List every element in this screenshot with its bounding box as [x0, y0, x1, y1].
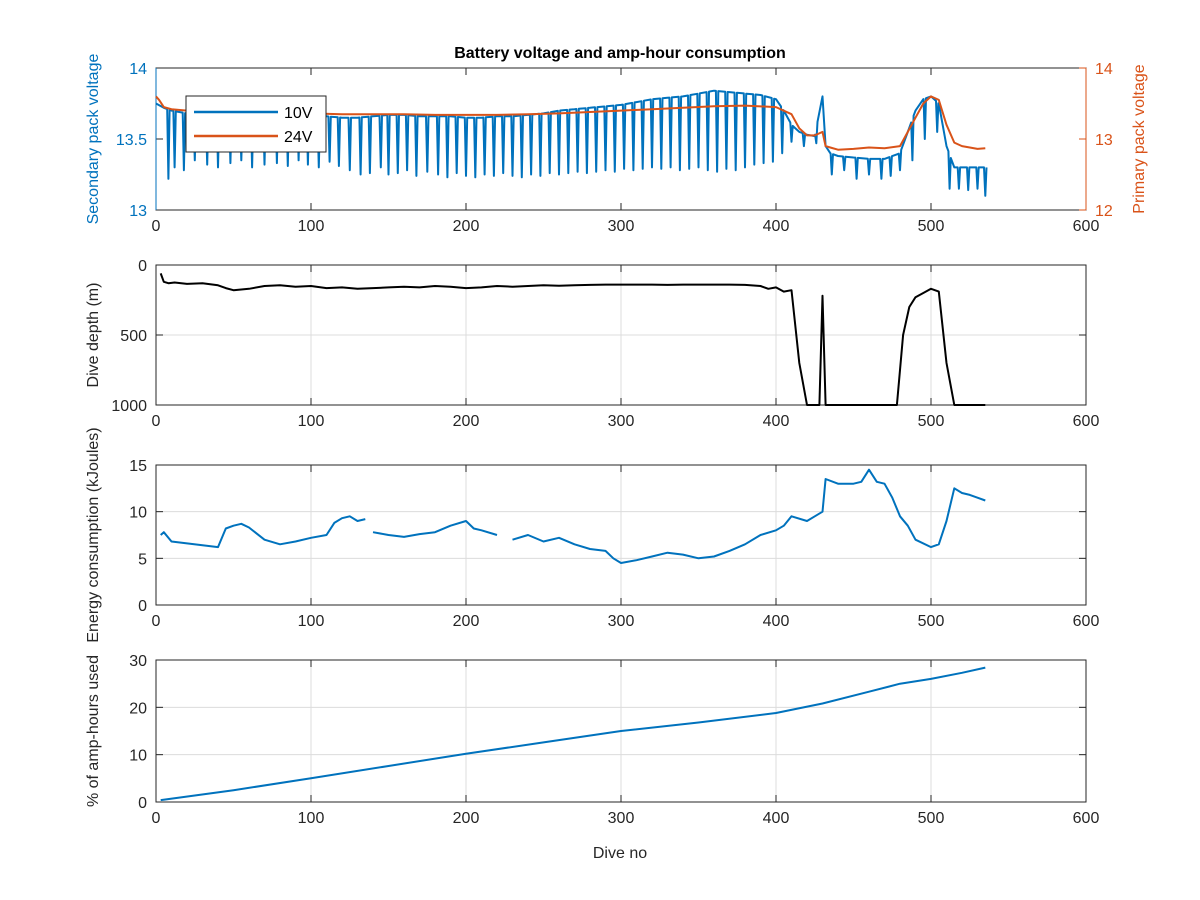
y-tick-label-4-2: 20	[129, 700, 147, 717]
y-axis-label-3: Energy consumption (kJoules)	[85, 427, 102, 642]
x-tick-label-1-4: 400	[763, 218, 790, 235]
x-tick-label-4-1: 100	[298, 810, 325, 827]
series-line-2-1	[159, 273, 986, 406]
legend-label-10V: 10V	[284, 105, 313, 122]
x-axis-label: Dive no	[593, 845, 647, 862]
x-tick-label-3-3: 300	[608, 613, 635, 630]
y-tick-label-3-2: 10	[129, 505, 147, 522]
x-tick-label-1-0: 0	[152, 218, 161, 235]
x-tick-label-2-2: 200	[453, 413, 480, 430]
x-tick-label-2-0: 0	[152, 413, 161, 430]
x-tick-label-1-1: 100	[298, 218, 325, 235]
x-tick-label-4-5: 500	[918, 810, 945, 827]
x-tick-label-2-6: 600	[1073, 413, 1100, 430]
y-axis-label-1: Secondary pack voltage	[85, 54, 102, 225]
subplot-4: 0 100 200 300 400 500 600 0 10 20 30 % of amp-hours…	[85, 653, 1099, 827]
series-line-3-1	[160, 468, 986, 564]
y-tick-label-4-1: 10	[129, 748, 147, 765]
x-tick-label-3-0: 0	[152, 613, 161, 630]
x-tick-label-4-0: 0	[152, 810, 161, 827]
y-tick-label-1-0: 13	[129, 203, 147, 220]
legend-box	[185, 95, 327, 153]
y-tick-label-1-2: 14	[129, 61, 147, 78]
y-tick-label-4-3: 30	[129, 653, 147, 670]
x-tick-label-1-6: 600	[1073, 218, 1100, 235]
x-tick-label-2-3: 300	[608, 413, 635, 430]
y-right-tick-label-0: 12	[1095, 203, 1113, 220]
x-tick-label-3-4: 400	[763, 613, 790, 630]
x-tick-label-4-4: 400	[763, 810, 790, 827]
x-tick-label-4-6: 600	[1073, 810, 1100, 827]
x-tick-label-4-2: 200	[453, 810, 480, 827]
x-tick-label-3-2: 200	[453, 613, 480, 630]
y-right-tick-label-2: 14	[1095, 61, 1113, 78]
x-tick-label-1-2: 200	[453, 218, 480, 235]
x-tick-label-4-3: 300	[608, 810, 635, 827]
y-tick-label-2-1: 500	[120, 328, 147, 345]
y-axis-label-4: % of amp-hours used	[85, 655, 102, 807]
x-tick-label-1-5: 500	[918, 218, 945, 235]
x-tick-label-2-4: 400	[763, 413, 790, 430]
legend-label-24V: 24V	[284, 129, 313, 146]
subplot-1: 0 100 200 300 400 500 600 13 13.5 14 Secondary pac…	[85, 54, 1148, 235]
y-tick-label-4-0: 0	[138, 795, 147, 812]
y-axis-label-right: Primary pack voltage	[1131, 64, 1148, 213]
x-tick-label-1-3: 300	[608, 218, 635, 235]
y-tick-label-3-0: 0	[138, 598, 147, 615]
y-tick-label-2-0: 0	[138, 258, 147, 275]
x-tick-label-3-5: 500	[918, 613, 945, 630]
subplot-2: 0 100 200 300 400 500 600 0 500 1000 Dive depth (m…	[85, 258, 1099, 430]
y-right-tick-label-1: 13	[1095, 132, 1113, 149]
y-tick-label-3-1: 5	[138, 551, 147, 568]
y-tick-label-3-3: 15	[129, 458, 147, 475]
x-tick-label-3-1: 100	[298, 613, 325, 630]
y-axis-label-2: Dive depth (m)	[85, 283, 102, 388]
x-tick-label-2-1: 100	[298, 413, 325, 430]
x-tick-label-2-5: 500	[918, 413, 945, 430]
y-tick-label-1-1: 13.5	[116, 132, 147, 149]
x-tick-label-3-6: 600	[1073, 613, 1100, 630]
y-tick-label-2-2: 1000	[111, 398, 147, 415]
subplot-3: 0 100 200 300 400 500 600 0 5 10 15 Energy consumpt…	[85, 427, 1099, 642]
figure-title: Battery voltage and amp-hour consumption	[454, 45, 786, 62]
series-line-4-1	[160, 666, 986, 802]
